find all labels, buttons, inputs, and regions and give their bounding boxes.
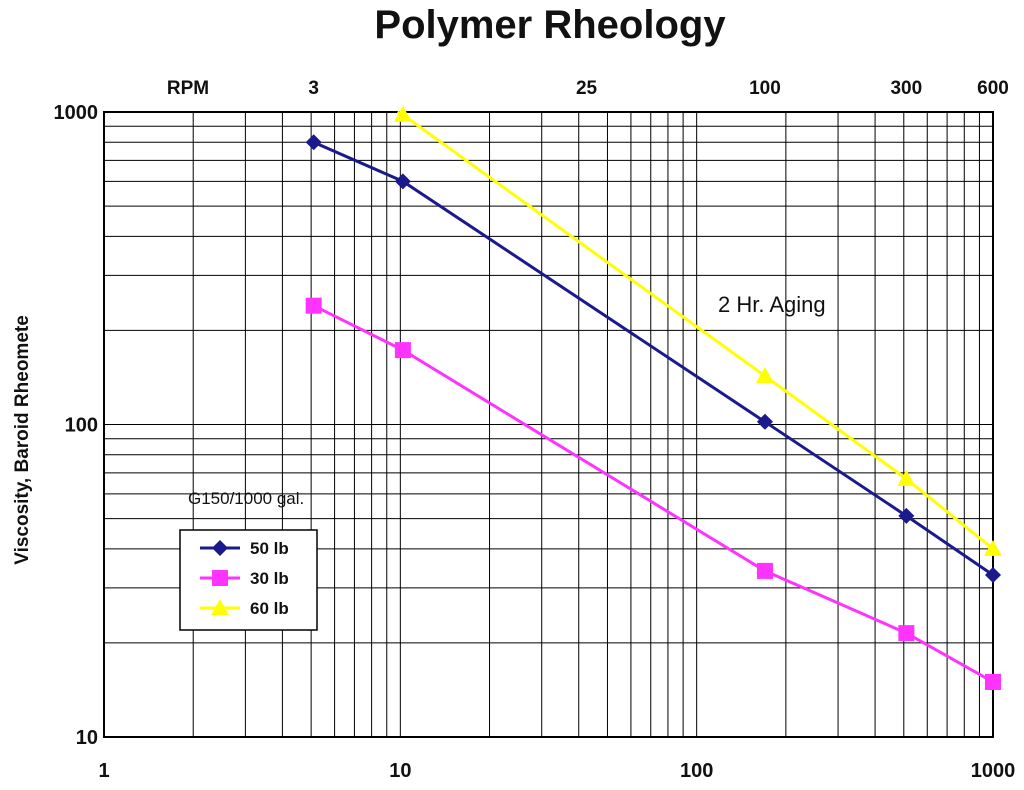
series-30-lb xyxy=(305,297,1001,690)
x-tick-label: 10 xyxy=(389,760,411,782)
data-point xyxy=(898,507,915,524)
data-point xyxy=(756,413,773,430)
data-point xyxy=(394,342,411,359)
x-tick-label: 100 xyxy=(680,760,713,782)
series-60-lb xyxy=(393,105,1002,556)
top-axis-label: RPM xyxy=(167,78,209,99)
data-point xyxy=(212,540,228,556)
data-point xyxy=(755,366,774,383)
legend-entry: 60 lb xyxy=(200,599,289,618)
data-point xyxy=(305,134,322,151)
y-axis-ticks: 10 100 1000 xyxy=(54,102,99,749)
data-point xyxy=(394,173,411,190)
x-axis-ticks: 1 10 100 1000 xyxy=(98,760,1015,782)
top-tick-label: 100 xyxy=(749,78,781,99)
y-tick-label: 1000 xyxy=(54,102,99,124)
legend-label: 60 lb xyxy=(250,599,289,618)
top-tick-label: 600 xyxy=(977,78,1009,99)
top-tick-label: 300 xyxy=(890,78,922,99)
chart-title: Polymer Rheology xyxy=(374,3,726,47)
legend-label: 50 lb xyxy=(250,539,289,558)
series-group xyxy=(305,105,1002,690)
y-tick-label: 100 xyxy=(65,415,98,437)
data-point xyxy=(756,562,773,579)
x-tick-label: 1 xyxy=(98,760,109,782)
data-point xyxy=(897,469,916,486)
legend-entry: 50 lb xyxy=(200,539,289,558)
data-point xyxy=(211,599,229,615)
legend-entry: 30 lb xyxy=(200,569,289,588)
series-50-lb xyxy=(305,134,1001,583)
plot-area xyxy=(103,111,994,738)
data-point xyxy=(898,625,915,642)
x-tick-label: 1000 xyxy=(971,760,1016,782)
data-point xyxy=(393,105,412,122)
top-tick-label: 25 xyxy=(576,78,598,99)
top-axis-ticks: 3 25 100 300 600 xyxy=(308,78,1008,99)
data-point xyxy=(984,539,1002,556)
legend-label: 30 lb xyxy=(250,569,289,588)
legend-box xyxy=(179,529,318,631)
top-tick-label: 3 xyxy=(308,78,319,99)
legend: 50 lb 30 lb 60 lb xyxy=(179,529,318,631)
data-point xyxy=(985,673,1001,690)
legend-title: G150/1000 gal. xyxy=(188,489,304,508)
data-point xyxy=(305,297,322,314)
grid xyxy=(104,112,993,737)
annotation-aging: 2 Hr. Aging xyxy=(718,292,826,317)
data-point xyxy=(212,570,228,586)
y-tick-label: 10 xyxy=(76,727,98,749)
data-point xyxy=(985,566,1001,583)
y-axis-label: Viscosity, Baroid Rheomete xyxy=(12,315,33,565)
